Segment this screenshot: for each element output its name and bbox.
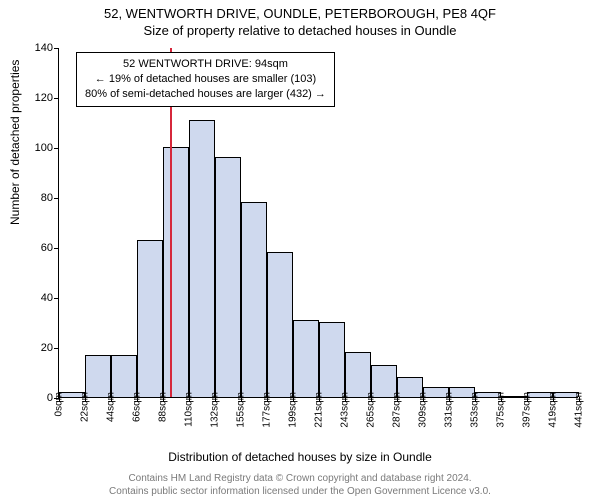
xtick-label: 243sqm xyxy=(340,392,351,428)
ytick-label: 0 xyxy=(21,392,53,404)
xtick-label: 397sqm xyxy=(522,392,533,428)
bar xyxy=(345,352,371,397)
bar xyxy=(137,240,163,398)
xtick-label: 66sqm xyxy=(132,392,143,422)
xtick-label: 331sqm xyxy=(444,392,455,428)
ytick-mark xyxy=(54,348,59,349)
footer: Contains HM Land Registry data © Crown c… xyxy=(0,472,600,498)
footer-line1: Contains HM Land Registry data © Crown c… xyxy=(0,472,600,485)
bar xyxy=(111,355,137,398)
ytick-label: 120 xyxy=(21,92,53,104)
annotation-line1: 52 WENTWORTH DRIVE: 94sqm xyxy=(85,57,326,72)
y-axis-label: Number of detached properties xyxy=(8,60,22,225)
bar xyxy=(267,252,293,397)
ytick-mark xyxy=(54,98,59,99)
xtick-label: 155sqm xyxy=(236,392,247,428)
annotation-line3: 80% of semi-detached houses are larger (… xyxy=(85,87,326,102)
xtick-label: 22sqm xyxy=(80,392,91,422)
chart-title: 52, WENTWORTH DRIVE, OUNDLE, PETERBOROUG… xyxy=(0,6,600,21)
bar xyxy=(189,120,215,398)
ytick-label: 20 xyxy=(21,342,53,354)
bar xyxy=(215,157,241,397)
xtick-label: 287sqm xyxy=(392,392,403,428)
ytick-mark xyxy=(54,248,59,249)
xtick-label: 0sqm xyxy=(54,392,65,416)
ytick-label: 100 xyxy=(21,142,53,154)
chart-header: 52, WENTWORTH DRIVE, OUNDLE, PETERBOROUG… xyxy=(0,0,600,38)
xtick-label: 441sqm xyxy=(574,392,585,428)
xtick-label: 375sqm xyxy=(496,392,507,428)
xtick-label: 265sqm xyxy=(366,392,377,428)
bar xyxy=(319,322,345,397)
xtick-label: 177sqm xyxy=(262,392,273,428)
bar xyxy=(85,355,111,398)
xtick-label: 110sqm xyxy=(184,392,195,427)
ytick-mark xyxy=(54,48,59,49)
ytick-label: 40 xyxy=(21,292,53,304)
xtick-label: 309sqm xyxy=(418,392,429,428)
xtick-label: 132sqm xyxy=(210,392,221,428)
xtick-label: 221sqm xyxy=(314,392,325,428)
ytick-label: 140 xyxy=(21,42,53,54)
ytick-mark xyxy=(54,198,59,199)
footer-line2: Contains public sector information licen… xyxy=(0,485,600,498)
xtick-label: 199sqm xyxy=(288,392,299,428)
ytick-label: 60 xyxy=(21,242,53,254)
ytick-mark xyxy=(54,298,59,299)
chart-subtitle: Size of property relative to detached ho… xyxy=(0,23,600,38)
x-axis-label: Distribution of detached houses by size … xyxy=(0,450,600,464)
bar xyxy=(293,320,319,398)
xtick-label: 88sqm xyxy=(158,392,169,422)
bar xyxy=(163,147,189,397)
annotation-line2: ← 19% of detached houses are smaller (10… xyxy=(85,72,326,87)
ytick-label: 80 xyxy=(21,192,53,204)
xtick-label: 353sqm xyxy=(470,392,481,428)
xtick-label: 44sqm xyxy=(106,392,117,422)
annotation-box: 52 WENTWORTH DRIVE: 94sqm ← 19% of detac… xyxy=(76,52,335,107)
ytick-mark xyxy=(54,148,59,149)
xtick-label: 419sqm xyxy=(548,392,559,428)
bar xyxy=(241,202,267,397)
